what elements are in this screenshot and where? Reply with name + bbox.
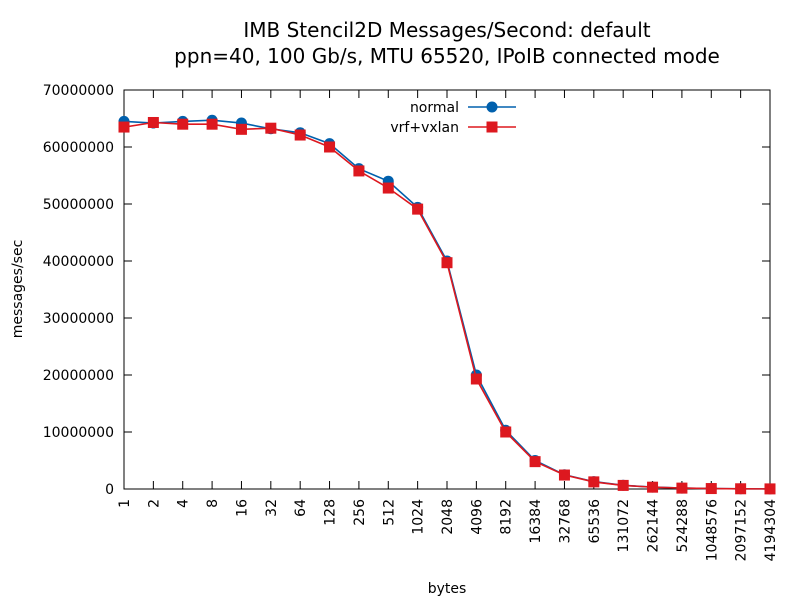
data-point-vrf-vxlan bbox=[647, 481, 659, 493]
x-tick-label: 8192 bbox=[499, 499, 515, 535]
data-point-vrf-vxlan bbox=[735, 483, 747, 495]
data-point-vrf-vxlan bbox=[441, 257, 453, 269]
y-tick-label: 0 bbox=[105, 482, 114, 498]
x-tick-label: 4096 bbox=[469, 499, 485, 535]
x-tick-label: 16384 bbox=[528, 499, 544, 544]
x-tick-label: 8 bbox=[205, 499, 221, 508]
x-tick-label: 32768 bbox=[557, 499, 573, 544]
y-tick-label: 60000000 bbox=[43, 140, 114, 156]
x-tick-label: 512 bbox=[381, 499, 397, 526]
data-point-vrf-vxlan bbox=[265, 122, 277, 134]
data-point-vrf-vxlan bbox=[147, 116, 159, 128]
x-tick-label: 262144 bbox=[646, 499, 662, 553]
x-tick-label: 4194304 bbox=[763, 499, 779, 561]
data-point-vrf-vxlan bbox=[382, 182, 394, 194]
data-point-vrf-vxlan bbox=[470, 373, 482, 385]
x-tick-label: 2048 bbox=[440, 499, 456, 535]
y-axis: 0 10000000 20000000 30000000 40000000 5000000… bbox=[43, 83, 770, 498]
data-point-vrf-vxlan bbox=[705, 483, 717, 495]
data-point-vrf-vxlan bbox=[558, 469, 570, 481]
x-axis-label: bytes bbox=[428, 581, 467, 597]
data-point-vrf-vxlan bbox=[617, 479, 629, 491]
data-point-vrf-vxlan bbox=[500, 426, 512, 438]
legend-label: normal bbox=[410, 100, 459, 116]
series-normal bbox=[118, 114, 776, 495]
series-group bbox=[118, 114, 776, 495]
data-point-vrf-vxlan bbox=[353, 165, 365, 177]
x-tick-label: 2 bbox=[146, 499, 162, 508]
x-axis: 1 2 4 8 16 32 64 128 256 512 1024 2048 4096 8192 16384… bbox=[117, 90, 779, 561]
y-tick-label: 40000000 bbox=[43, 254, 114, 270]
chart-title: IMB Stencil2D Messages/Second: default bbox=[243, 18, 650, 42]
data-point-vrf-vxlan bbox=[235, 123, 247, 135]
x-tick-label: 32 bbox=[264, 499, 280, 517]
y-tick-label: 30000000 bbox=[43, 311, 114, 327]
x-tick-label: 256 bbox=[352, 499, 368, 526]
legend-label: vrf+vxlan bbox=[390, 120, 459, 136]
data-point-vrf-vxlan bbox=[676, 482, 688, 494]
x-tick-label: 524288 bbox=[675, 499, 691, 552]
x-tick-label: 128 bbox=[323, 499, 339, 526]
data-point-vrf-vxlan bbox=[324, 141, 336, 153]
x-tick-label: 16 bbox=[234, 499, 250, 517]
x-tick-label: 64 bbox=[293, 499, 309, 517]
data-point-vrf-vxlan bbox=[529, 456, 541, 468]
x-tick-label: 2097152 bbox=[734, 499, 750, 561]
x-tick-label: 4 bbox=[176, 499, 192, 508]
plot-frame bbox=[123, 89, 771, 490]
series-line-vrf-vxlan bbox=[123, 121, 771, 490]
x-tick-label: 65536 bbox=[587, 499, 603, 544]
data-point-vrf-vxlan bbox=[118, 121, 130, 133]
data-point-vrf-vxlan bbox=[412, 203, 424, 215]
chart-subtitle: ppn=40, 100 Gb/s, MTU 65520, IPoIB conne… bbox=[174, 44, 720, 68]
x-tick-label: 1048576 bbox=[704, 499, 720, 561]
data-point-vrf-vxlan bbox=[764, 483, 776, 495]
data-point-vrf-vxlan bbox=[206, 118, 218, 130]
x-tick-label: 1 bbox=[117, 499, 133, 508]
y-tick-label: 20000000 bbox=[43, 368, 114, 384]
x-tick-label: 1024 bbox=[411, 499, 427, 535]
legend-marker bbox=[486, 101, 498, 113]
y-axis-label: messages/sec bbox=[10, 240, 26, 339]
data-point-vrf-vxlan bbox=[177, 118, 189, 130]
legend-marker bbox=[486, 121, 498, 133]
y-tick-label: 50000000 bbox=[43, 197, 114, 213]
series-line-normal bbox=[123, 119, 771, 490]
series-vrf-vxlan bbox=[118, 116, 776, 495]
data-point-vrf-vxlan bbox=[294, 129, 306, 141]
y-tick-label: 10000000 bbox=[43, 425, 114, 441]
data-point-vrf-vxlan bbox=[588, 476, 600, 488]
x-tick-label: 131072 bbox=[616, 499, 632, 552]
y-tick-label: 70000000 bbox=[43, 83, 114, 99]
legend: normal vrf+vxlan bbox=[390, 100, 516, 136]
